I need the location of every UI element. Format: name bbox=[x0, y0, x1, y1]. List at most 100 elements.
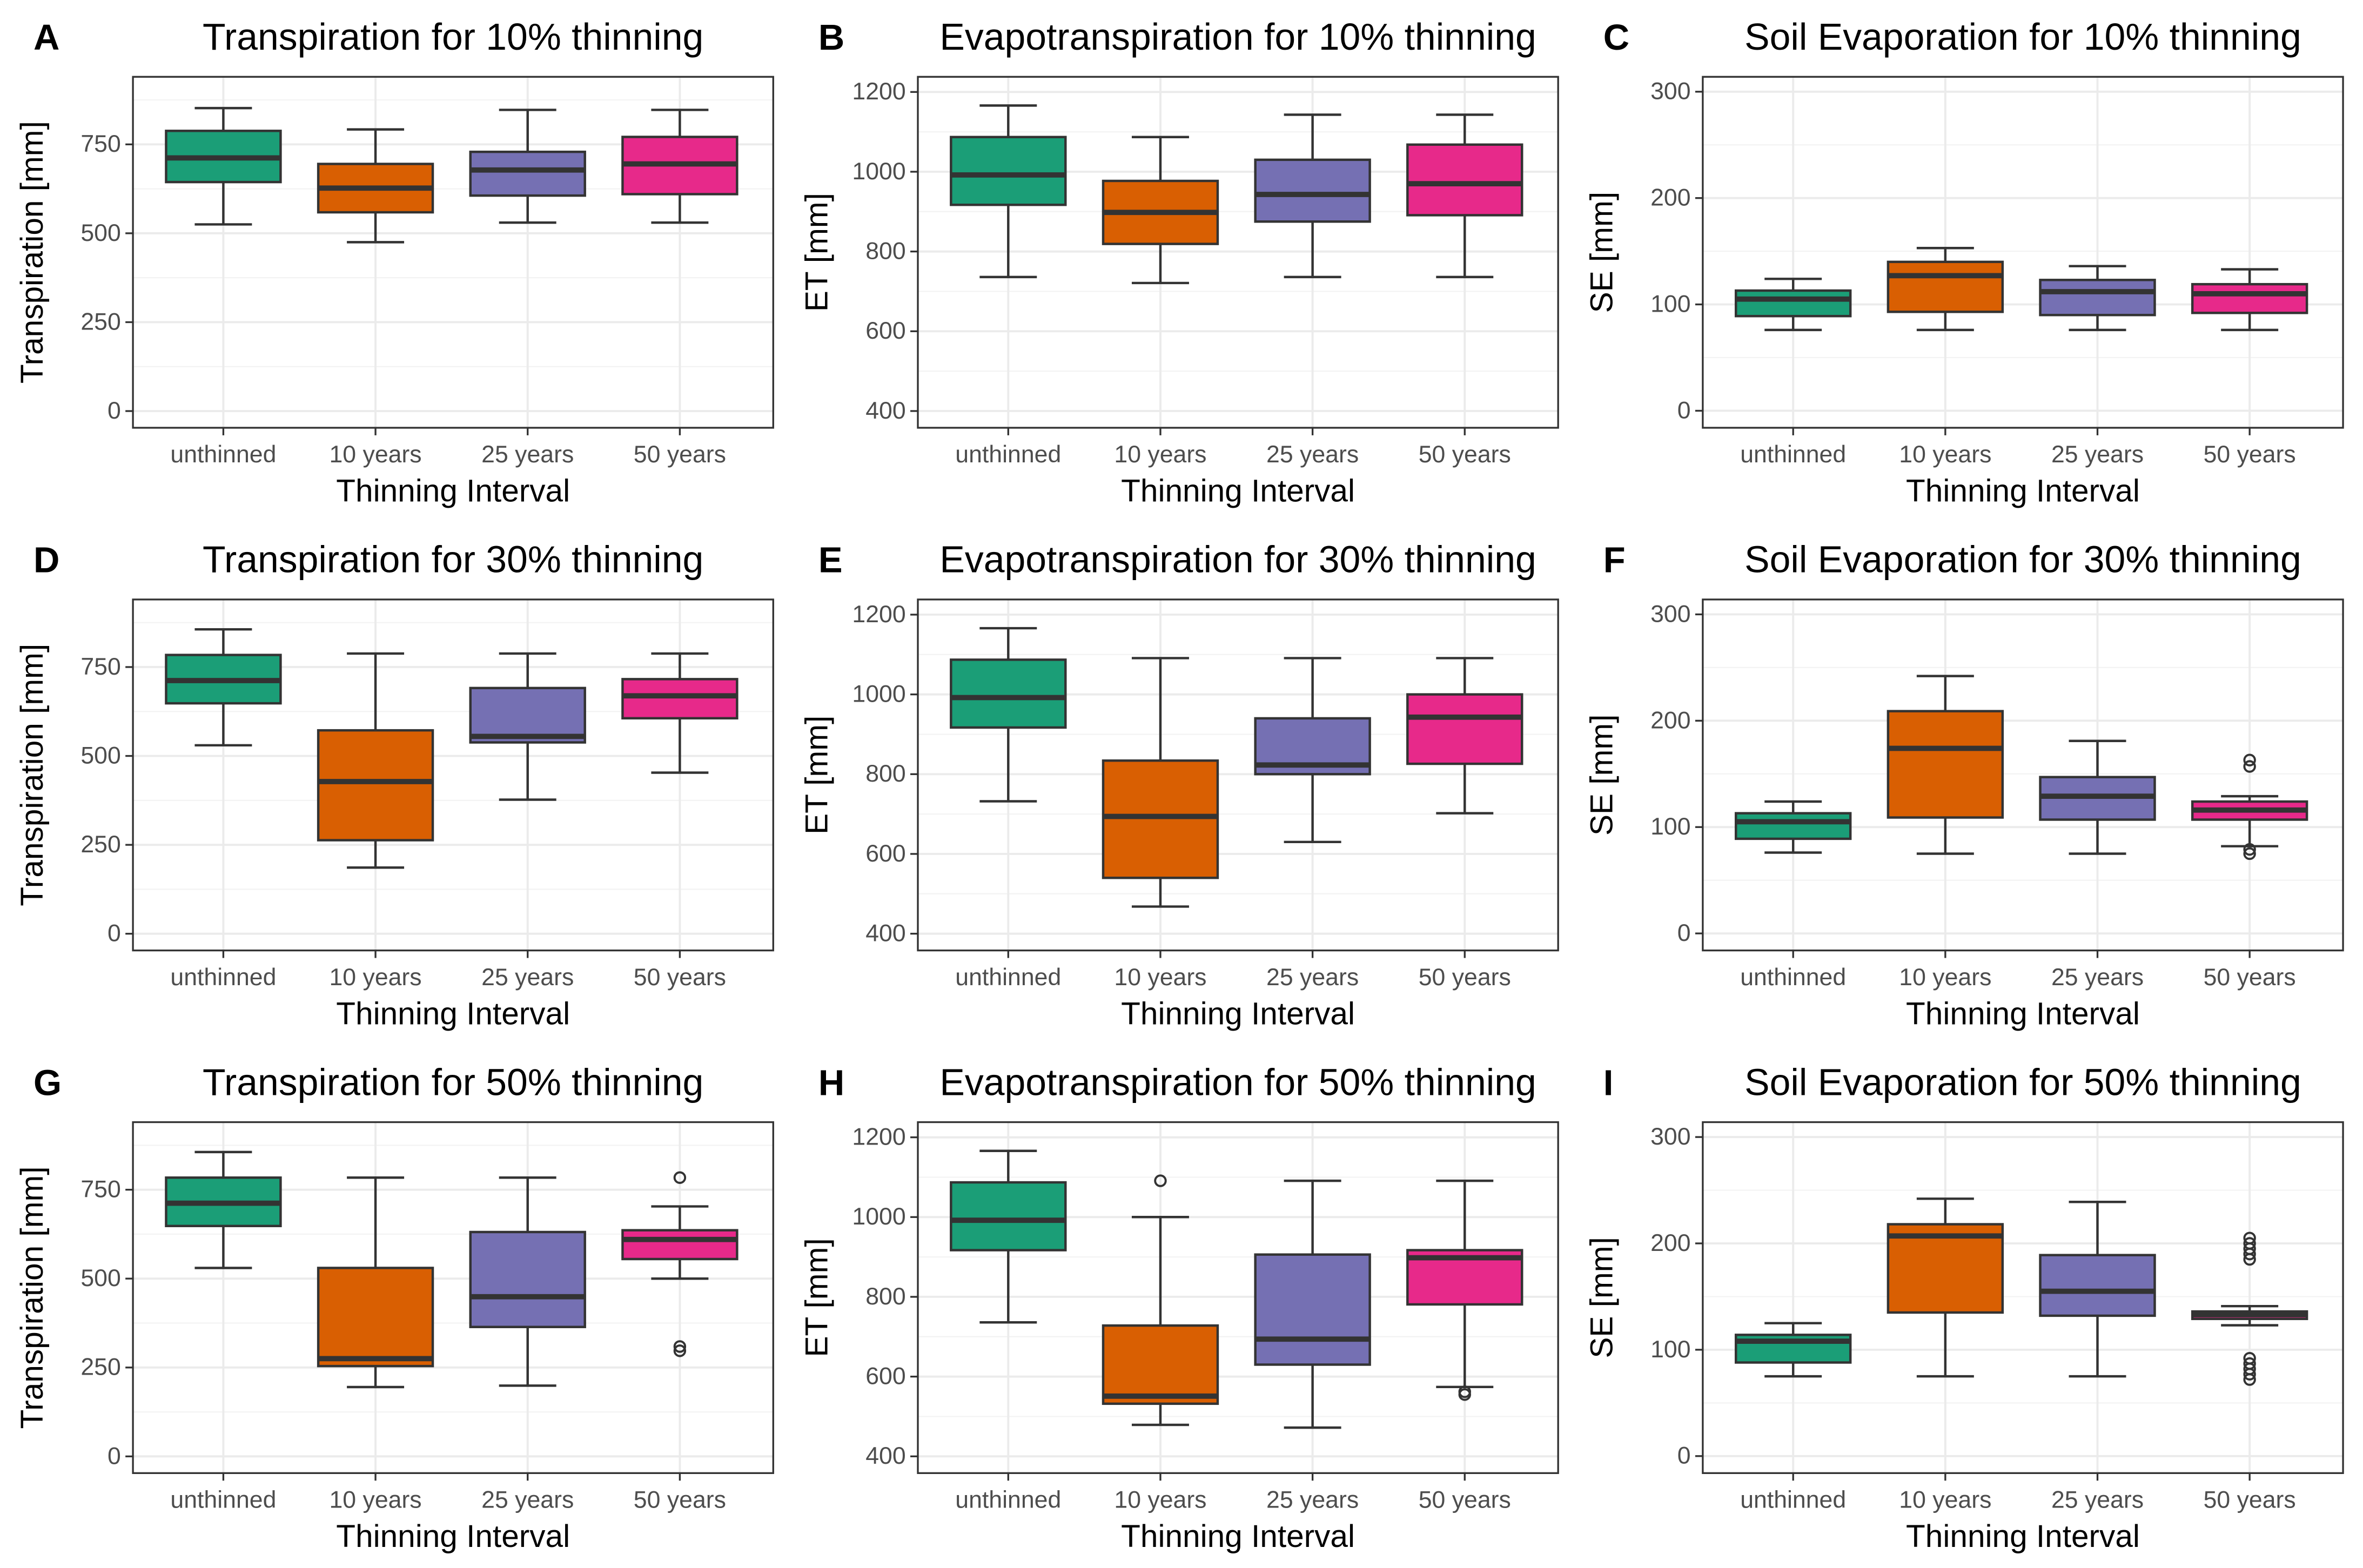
panel-title: Soil Evaporation for 30% thinning bbox=[1744, 539, 2301, 581]
x-tick-label: unthinned bbox=[1740, 1486, 1846, 1513]
outlier-point bbox=[2243, 1373, 2256, 1386]
x-tick-label: 10 years bbox=[330, 1486, 422, 1513]
panel-title: Evapotranspiration for 10% thinning bbox=[939, 16, 1536, 58]
box-10-years bbox=[317, 652, 434, 869]
y-tick-label: 200 bbox=[1650, 1230, 1690, 1256]
y-tick-label: 500 bbox=[80, 1265, 120, 1291]
x-tick-label: unthinned bbox=[170, 441, 276, 468]
panel-title: Evapotranspiration for 30% thinning bbox=[939, 539, 1536, 581]
panel-i: 0 100 200 300 unthinned 10 years 25 years 50 ye… bbox=[1585, 1061, 2344, 1554]
x-tick-label: 50 years bbox=[2204, 441, 2296, 468]
panel-g: 0 250 500 750 unthinned 10 years 25 years 50 ye… bbox=[15, 1061, 774, 1554]
y-tick-label: 600 bbox=[865, 840, 905, 867]
y-tick-label: 1000 bbox=[852, 681, 905, 708]
box-iqr bbox=[469, 1230, 586, 1328]
x-tick-label: 10 years bbox=[330, 964, 422, 991]
x-axis-title: Thinning Interval bbox=[336, 474, 570, 509]
y-axis-title: Transpiration [mm] bbox=[15, 644, 50, 906]
box-iqr bbox=[1734, 812, 1852, 840]
y-tick-label: 100 bbox=[1650, 291, 1690, 318]
y-axis-title: Transpiration [mm] bbox=[15, 121, 50, 383]
y-tick-label: 250 bbox=[80, 831, 120, 858]
panel-letter: I bbox=[1603, 1062, 1614, 1103]
y-tick-label: 500 bbox=[80, 742, 120, 769]
box-iqr bbox=[469, 150, 586, 197]
x-tick-label: 10 years bbox=[330, 441, 422, 468]
y-tick-label: 0 bbox=[108, 1443, 121, 1469]
x-tick-label: 10 years bbox=[1114, 1486, 1206, 1513]
plot-background bbox=[133, 1122, 774, 1473]
panel-letter: C bbox=[1603, 17, 1629, 58]
y-tick-label: 1200 bbox=[852, 1124, 905, 1150]
panel-letter: B bbox=[818, 17, 844, 58]
panel-e: 400 600 800 1000 1200 unthinned 10 years 25 yea… bbox=[800, 539, 1559, 1031]
x-axis-title: Thinning Interval bbox=[1121, 1519, 1355, 1554]
box-50-years bbox=[1406, 657, 1523, 815]
panel-border bbox=[132, 1121, 774, 1474]
x-tick-label: 50 years bbox=[634, 964, 726, 991]
outlier-point bbox=[1154, 1174, 1167, 1187]
box-unthinned bbox=[950, 1149, 1067, 1324]
y-tick-label: 0 bbox=[1677, 1443, 1691, 1469]
box-10-years bbox=[1102, 136, 1219, 285]
box-iqr bbox=[1887, 710, 2004, 819]
box-unthinned bbox=[165, 1150, 282, 1269]
x-tick-label: 10 years bbox=[1899, 964, 1991, 991]
panel-title: Soil Evaporation for 50% thinning bbox=[1744, 1061, 2301, 1103]
x-tick-label: 25 years bbox=[2051, 1486, 2144, 1513]
outlier-point bbox=[2243, 847, 2256, 860]
box-25-years bbox=[2039, 739, 2156, 855]
x-axis-title: Thinning Interval bbox=[336, 1519, 570, 1554]
box-10-years bbox=[1102, 657, 1219, 908]
plot-background bbox=[1702, 77, 2344, 428]
box-iqr bbox=[1102, 1324, 1219, 1405]
y-tick-label: 800 bbox=[865, 1283, 905, 1310]
x-axis-title: Thinning Interval bbox=[1906, 1519, 2140, 1554]
x-axis-title: Thinning Interval bbox=[1121, 474, 1355, 509]
panel-a: 0 250 500 750 unthinned 10 years 25 years 50 ye… bbox=[15, 16, 774, 509]
box-unthinned bbox=[165, 106, 282, 226]
x-tick-label: 50 years bbox=[634, 1486, 726, 1513]
x-tick-label: unthinned bbox=[170, 1486, 276, 1513]
panel-title: Soil Evaporation for 10% thinning bbox=[1744, 16, 2301, 58]
panel-letter: D bbox=[33, 540, 59, 581]
plot-background bbox=[133, 599, 774, 951]
x-tick-label: 25 years bbox=[481, 964, 574, 991]
box-10-years bbox=[1887, 246, 2004, 332]
panel-title: Evapotranspiration for 50% thinning bbox=[939, 1061, 1536, 1103]
panel-title: Transpiration for 30% thinning bbox=[203, 539, 703, 581]
y-tick-label: 300 bbox=[1650, 78, 1690, 105]
box-10-years bbox=[1887, 1197, 2004, 1378]
y-axis-title: Transpiration [mm] bbox=[15, 1167, 50, 1429]
x-tick-label: 10 years bbox=[1899, 441, 1991, 468]
x-axis-title: Thinning Interval bbox=[336, 996, 570, 1031]
outlier-point bbox=[2243, 753, 2256, 766]
y-axis-title: SE [mm] bbox=[1585, 715, 1620, 836]
x-tick-label: 10 years bbox=[1899, 1486, 1991, 1513]
panel-h: 400 600 800 1000 1200 unthinned 10 years 25 yea… bbox=[800, 1061, 1559, 1554]
box-iqr bbox=[950, 136, 1067, 206]
outlier-point bbox=[2243, 1247, 2256, 1261]
panel-letter: H bbox=[818, 1062, 844, 1103]
box-unthinned bbox=[165, 628, 282, 747]
panel-border bbox=[917, 1121, 1559, 1474]
y-axis-title: SE [mm] bbox=[1585, 192, 1620, 313]
x-tick-label: 10 years bbox=[1114, 441, 1206, 468]
plot-background bbox=[133, 77, 774, 428]
x-tick-label: 25 years bbox=[481, 1486, 574, 1513]
box-iqr bbox=[1406, 143, 1523, 217]
panel-border bbox=[132, 598, 774, 952]
x-tick-label: unthinned bbox=[1740, 964, 1846, 991]
y-axis-title: ET [mm] bbox=[800, 1238, 835, 1357]
y-tick-label: 750 bbox=[80, 1176, 120, 1203]
panel-title: Transpiration for 50% thinning bbox=[203, 1061, 703, 1103]
box-25-years bbox=[1254, 113, 1371, 279]
box-50-years bbox=[621, 652, 739, 774]
y-tick-label: 100 bbox=[1650, 1336, 1690, 1363]
box-iqr bbox=[1406, 693, 1523, 765]
y-axis-title: ET [mm] bbox=[800, 193, 835, 312]
x-axis-title: Thinning Interval bbox=[1906, 474, 2140, 509]
y-tick-label: 800 bbox=[865, 761, 905, 787]
box-10-years bbox=[317, 128, 434, 244]
box-25-years bbox=[1254, 1179, 1371, 1429]
